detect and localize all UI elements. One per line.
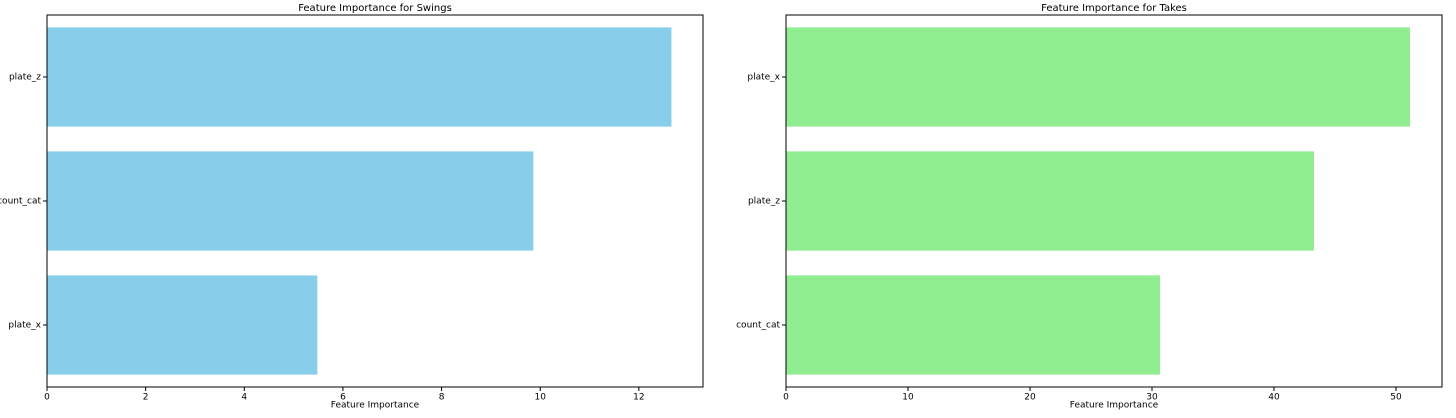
x-tick-label: 0: [783, 393, 789, 403]
x-tick-label: 40: [1268, 393, 1280, 403]
bar: [786, 151, 1315, 251]
y-tick-label: plate_z: [9, 73, 41, 83]
y-tick-label: plate_z: [748, 197, 780, 207]
x-tick-label: 50: [1390, 393, 1402, 403]
bar: [786, 27, 1411, 127]
y-tick-label: plate_x: [747, 73, 780, 83]
x-tick-label: 6: [340, 393, 346, 403]
y-tick-label: count_cat: [0, 197, 41, 207]
bar: [786, 275, 1161, 375]
axes-frame: [785, 14, 1443, 388]
x-tick-label: 0: [44, 393, 50, 403]
chart-title: Feature Importance for Swings: [298, 3, 452, 14]
x-axis-label: Feature Importance: [331, 401, 420, 411]
x-tick-label: 10: [902, 393, 914, 403]
x-axis-label: Feature Importance: [1070, 401, 1159, 411]
bar: [47, 151, 534, 251]
x-tick-label: 8: [439, 393, 445, 403]
x-tick-label: 20: [1024, 393, 1036, 403]
x-tick-label: 10: [535, 393, 547, 403]
x-tick-label: 30: [1146, 393, 1158, 403]
x-tick-label: 4: [241, 393, 247, 403]
bar: [47, 27, 672, 127]
axes-frame: [46, 14, 704, 388]
y-tick-label: count_cat: [736, 321, 780, 331]
x-tick-label: 2: [143, 393, 149, 403]
y-tick-label: plate_x: [8, 321, 41, 331]
chart-title: Feature Importance for Takes: [1041, 3, 1187, 14]
bar: [47, 275, 318, 375]
x-tick-label: 12: [633, 393, 644, 403]
